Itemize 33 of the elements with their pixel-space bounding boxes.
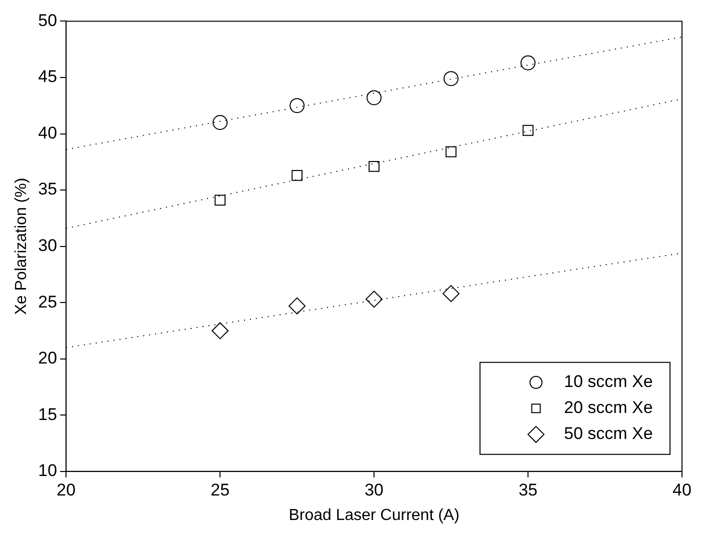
point	[212, 322, 229, 340]
point	[446, 146, 456, 158]
y-tick-label: 30	[38, 236, 58, 255]
point	[366, 290, 383, 308]
x-tick-label: 25	[210, 480, 230, 500]
y-tick-label: 10	[38, 461, 58, 480]
point	[366, 90, 382, 106]
y-axis-title: Xe Polarization (%)	[13, 178, 30, 315]
y-tick-label: 50	[38, 10, 58, 30]
y-tick-label: 35	[38, 180, 58, 199]
x-tick-label: 30	[364, 480, 384, 500]
point	[444, 71, 459, 86]
legend-label: 10 sccm Xe	[564, 372, 653, 392]
y-tick-label: 25	[38, 292, 58, 312]
y-tick-label: 40	[38, 123, 58, 142]
x-tick-label: 40	[672, 480, 692, 500]
y-tick-label: 45	[38, 67, 58, 86]
y-tick-label: 15	[38, 404, 58, 424]
point	[520, 55, 536, 70]
x-axis-title: Broad Laser Current (A)	[288, 506, 460, 524]
point	[522, 124, 534, 136]
point	[212, 114, 228, 130]
legend-label: 20 sccm Xe	[564, 398, 653, 418]
legend-label: 50 sccm Xe	[564, 424, 653, 444]
x-tick-label: 20	[56, 480, 76, 500]
point	[290, 98, 305, 114]
point	[292, 170, 303, 181]
y-tick-label: 20	[38, 348, 58, 368]
x-tick-label: 35	[518, 480, 538, 500]
point	[368, 160, 380, 172]
point	[288, 297, 306, 314]
point	[214, 194, 226, 206]
point	[442, 285, 460, 302]
